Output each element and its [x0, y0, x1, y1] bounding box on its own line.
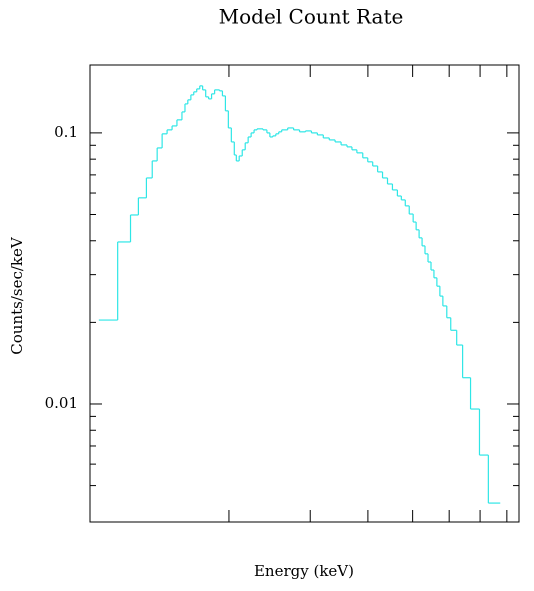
x-axis-label: Energy (keV)	[254, 562, 354, 580]
chart-title: Model Count Rate	[219, 5, 404, 29]
y-tick-label: 0.01	[45, 394, 78, 412]
y-tick-label: 0.1	[54, 123, 78, 141]
y-axis-label: Counts/sec/keV	[8, 236, 26, 355]
plot-frame	[89, 64, 520, 523]
